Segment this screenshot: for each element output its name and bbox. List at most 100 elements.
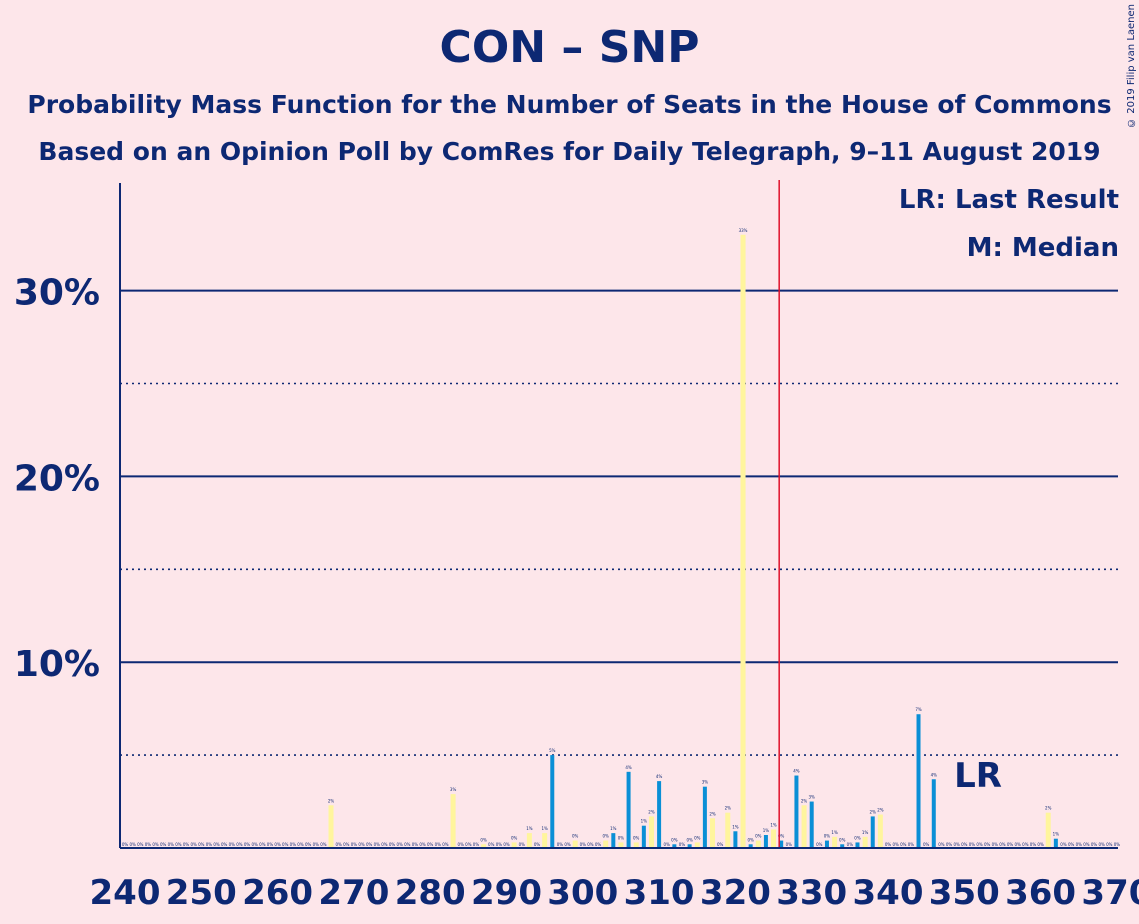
bar-323 xyxy=(755,840,761,848)
median-bar xyxy=(740,234,746,849)
zero-label: 0% xyxy=(282,842,289,847)
zero-label: 0% xyxy=(496,842,503,847)
zero-label: 0% xyxy=(595,842,602,847)
bar-label-346: 4% xyxy=(931,772,938,777)
bar-label-326: 0% xyxy=(778,834,785,839)
bar-304 xyxy=(611,833,616,848)
zero-label: 0% xyxy=(267,842,274,847)
zero-label: 0% xyxy=(236,842,243,847)
bar-label-296: 5% xyxy=(549,748,556,753)
zero-label: 0% xyxy=(412,842,419,847)
bar-label-295: 1% xyxy=(541,826,548,831)
zero-label: 0% xyxy=(465,842,472,847)
zero-label: 0% xyxy=(213,842,220,847)
bar-346 xyxy=(931,779,936,848)
bar-label-338: 2% xyxy=(870,809,877,814)
bar-338 xyxy=(870,816,875,848)
zero-label: 0% xyxy=(366,842,373,847)
x-tick-label: 280 xyxy=(395,873,466,913)
zero-label: 0% xyxy=(1030,842,1037,847)
zero-label: 0% xyxy=(183,842,190,847)
x-tick-label: 260 xyxy=(242,873,313,913)
zero-label: 0% xyxy=(320,842,327,847)
bar-267 xyxy=(328,805,334,848)
zero-label: 0% xyxy=(358,842,365,847)
zero-label: 0% xyxy=(1037,842,1044,847)
bar-361 xyxy=(1045,812,1051,848)
zero-label: 0% xyxy=(923,842,930,847)
zero-label: 0% xyxy=(717,842,724,847)
zero-label: 0% xyxy=(335,842,342,847)
zero-label: 0% xyxy=(969,842,976,847)
zero-label: 0% xyxy=(152,842,159,847)
bar-325 xyxy=(771,829,777,848)
zero-label: 0% xyxy=(427,842,434,847)
zero-label: 0% xyxy=(679,842,686,847)
zero-label: 0% xyxy=(961,842,968,847)
bar-label-319: 2% xyxy=(725,806,732,811)
bar-310 xyxy=(657,781,662,848)
bar-label-303: 0% xyxy=(603,834,610,839)
zero-label: 0% xyxy=(198,842,205,847)
x-tick-label: 340 xyxy=(853,873,924,913)
zero-label: 0% xyxy=(229,842,236,847)
bar-label-310: 4% xyxy=(656,774,663,779)
zero-label: 0% xyxy=(206,842,213,847)
bar-283 xyxy=(450,794,456,848)
bar-329 xyxy=(801,805,807,848)
bar-309 xyxy=(648,816,654,848)
zero-label: 0% xyxy=(1022,842,1029,847)
zero-label: 0% xyxy=(786,842,793,847)
zero-label: 0% xyxy=(580,842,587,847)
bar-322 xyxy=(748,844,753,848)
zero-label: 0% xyxy=(435,842,442,847)
zero-label: 0% xyxy=(892,842,899,847)
zero-label: 0% xyxy=(190,842,197,847)
x-tick-label: 250 xyxy=(166,873,237,913)
zero-label: 0% xyxy=(908,842,915,847)
zero-label: 0% xyxy=(313,842,320,847)
zero-label: 0% xyxy=(137,842,144,847)
bar-316 xyxy=(702,786,707,848)
zero-label: 0% xyxy=(519,842,526,847)
bar-label-312: 0% xyxy=(671,837,678,842)
bar-295 xyxy=(542,833,548,848)
zero-label: 0% xyxy=(999,842,1006,847)
zero-label: 0% xyxy=(252,842,259,847)
x-tick-label: 330 xyxy=(776,873,847,913)
x-tick-label: 310 xyxy=(624,873,695,913)
zero-label: 0% xyxy=(297,842,304,847)
zero-label: 0% xyxy=(564,842,571,847)
bar-label-293: 1% xyxy=(526,826,533,831)
bar-label-337: 1% xyxy=(862,830,869,835)
bar-315 xyxy=(694,842,700,848)
zero-label: 0% xyxy=(1060,842,1067,847)
bar-291 xyxy=(511,842,517,848)
zero-label: 0% xyxy=(168,842,175,847)
bar-label-309: 2% xyxy=(648,809,655,814)
bar-320 xyxy=(733,831,738,848)
zero-label: 0% xyxy=(557,842,564,847)
zero-label: 0% xyxy=(1083,842,1090,847)
zero-label: 0% xyxy=(122,842,129,847)
zero-label: 0% xyxy=(305,842,312,847)
bar-334 xyxy=(840,844,845,848)
zero-label: 0% xyxy=(885,842,892,847)
chart-subtitle-1: Probability Mass Function for the Number… xyxy=(27,90,1112,119)
bar-label-320: 1% xyxy=(732,824,739,829)
zero-label: 0% xyxy=(175,842,182,847)
bar-label-307: 0% xyxy=(633,835,640,840)
bar-label-324: 1% xyxy=(763,828,770,833)
bar-label-330: 3% xyxy=(809,795,816,800)
bar-336 xyxy=(855,842,860,848)
bar-label-315: 0% xyxy=(694,835,701,840)
bar-317 xyxy=(710,818,716,848)
zero-label: 0% xyxy=(1091,842,1098,847)
bar-label-329: 2% xyxy=(801,798,808,803)
bar-label-322: 0% xyxy=(747,837,754,842)
legend-last-result: LR: Last Result xyxy=(898,185,1119,215)
zero-label: 0% xyxy=(1015,842,1022,847)
zero-label: 0% xyxy=(534,842,541,847)
x-tick-label: 270 xyxy=(318,873,389,913)
